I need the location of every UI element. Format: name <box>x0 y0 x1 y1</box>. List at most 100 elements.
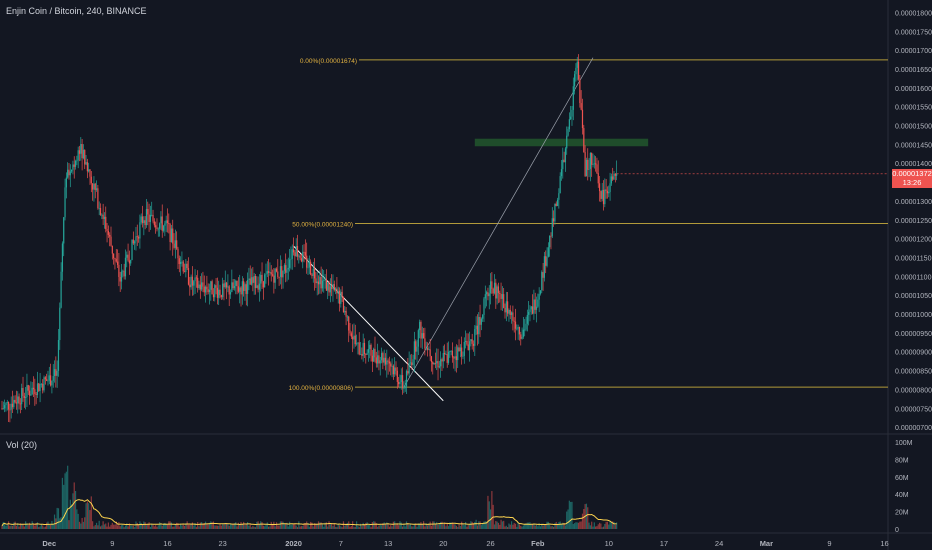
candle-body <box>22 387 24 396</box>
candle-body <box>533 299 535 314</box>
volume-bar <box>462 524 464 529</box>
volume-bar <box>461 521 463 529</box>
candle-body <box>507 301 509 314</box>
volume-bar <box>344 525 346 529</box>
candle-body <box>268 271 270 273</box>
candle-body <box>416 346 418 352</box>
volume-bar <box>336 527 338 529</box>
volume-bar <box>42 525 44 529</box>
candle-body <box>264 274 266 288</box>
volume-bar <box>616 522 618 529</box>
candle-body <box>400 375 402 382</box>
volume-bar <box>47 521 49 529</box>
candle-body <box>97 188 99 209</box>
candle-body <box>231 282 233 293</box>
volume-bar <box>214 525 216 529</box>
y-tick-label: 0.00001750 <box>895 29 932 36</box>
candle-body <box>338 290 341 304</box>
candle-body <box>222 283 224 298</box>
volume-bar <box>140 523 142 529</box>
candle-body <box>449 351 451 353</box>
y-tick-label: 0.00001400 <box>895 161 932 168</box>
volume-bar <box>363 524 366 529</box>
volume-bar <box>303 522 305 529</box>
volume-bar <box>178 526 180 529</box>
x-tick-label: 2020 <box>285 539 302 548</box>
candle-body <box>137 237 140 239</box>
candle-body <box>143 220 145 224</box>
volume-bar <box>579 521 581 529</box>
volume-bar <box>455 525 458 529</box>
x-tick-label: 20 <box>439 539 447 548</box>
volume-bar <box>605 521 607 529</box>
candle-body <box>295 245 297 257</box>
candle-body <box>312 268 314 276</box>
volume-tick-label: 100M <box>895 440 913 447</box>
candle-body <box>526 314 528 324</box>
volume-bar <box>408 524 410 529</box>
volume-bar <box>416 526 418 529</box>
volume-bar <box>40 524 42 529</box>
candle-body <box>170 228 173 242</box>
volume-bar <box>237 522 239 529</box>
candle-body <box>315 278 317 284</box>
candle-body <box>281 266 283 278</box>
candle-body <box>426 348 429 350</box>
volume-bar <box>451 522 454 529</box>
volume-bar <box>593 522 595 529</box>
candle-body <box>216 287 218 298</box>
candle-body <box>593 163 595 165</box>
candle-body <box>285 265 287 273</box>
candle-body <box>28 390 31 396</box>
volume-bar <box>21 524 23 529</box>
volume-bar <box>387 524 389 529</box>
candle-body <box>480 318 482 325</box>
fib-level-label: 100.00%(0.00000806) <box>289 385 353 392</box>
candle-body <box>105 216 107 230</box>
candle-body <box>34 389 36 395</box>
candle-body <box>499 293 501 294</box>
volume-bar <box>61 477 64 529</box>
candle-body <box>144 220 146 226</box>
volume-bar <box>144 522 146 529</box>
candle-body <box>248 278 250 281</box>
volume-bar <box>103 524 106 529</box>
candle-body <box>437 361 439 368</box>
volume-bar <box>72 493 74 529</box>
volume-bar <box>198 526 200 529</box>
candle-body <box>119 276 121 282</box>
candle-body <box>438 366 440 368</box>
candle-body <box>215 285 217 288</box>
volume-bar <box>600 523 602 529</box>
volume-bar <box>412 526 414 529</box>
candle-body <box>317 281 320 285</box>
volume-tick-label: 40M <box>895 492 909 499</box>
candle-body <box>92 183 94 190</box>
candle-body <box>241 281 243 295</box>
volume-bar <box>5 525 7 529</box>
candle-body <box>157 228 159 230</box>
candle-body <box>98 207 100 209</box>
candle-body <box>321 280 324 289</box>
volume-bar <box>67 465 69 529</box>
candle-body <box>344 310 346 313</box>
candle-body <box>604 189 606 205</box>
candle-body <box>187 268 190 285</box>
volume-bar <box>517 522 519 529</box>
candle-body <box>323 280 325 282</box>
volume-bar <box>177 523 179 529</box>
volume-bar <box>296 527 299 529</box>
volume-bar <box>526 522 528 529</box>
volume-bar <box>346 522 349 529</box>
volume-bar <box>483 521 485 529</box>
candle-body <box>122 270 124 272</box>
candle-body <box>501 294 503 299</box>
candle-body <box>99 207 102 215</box>
candle-body <box>219 289 221 296</box>
candle-body <box>598 183 601 192</box>
volume-bar <box>231 524 233 529</box>
volume-bar <box>509 524 511 529</box>
volume-bar <box>236 526 238 529</box>
volume-bar <box>306 521 308 529</box>
